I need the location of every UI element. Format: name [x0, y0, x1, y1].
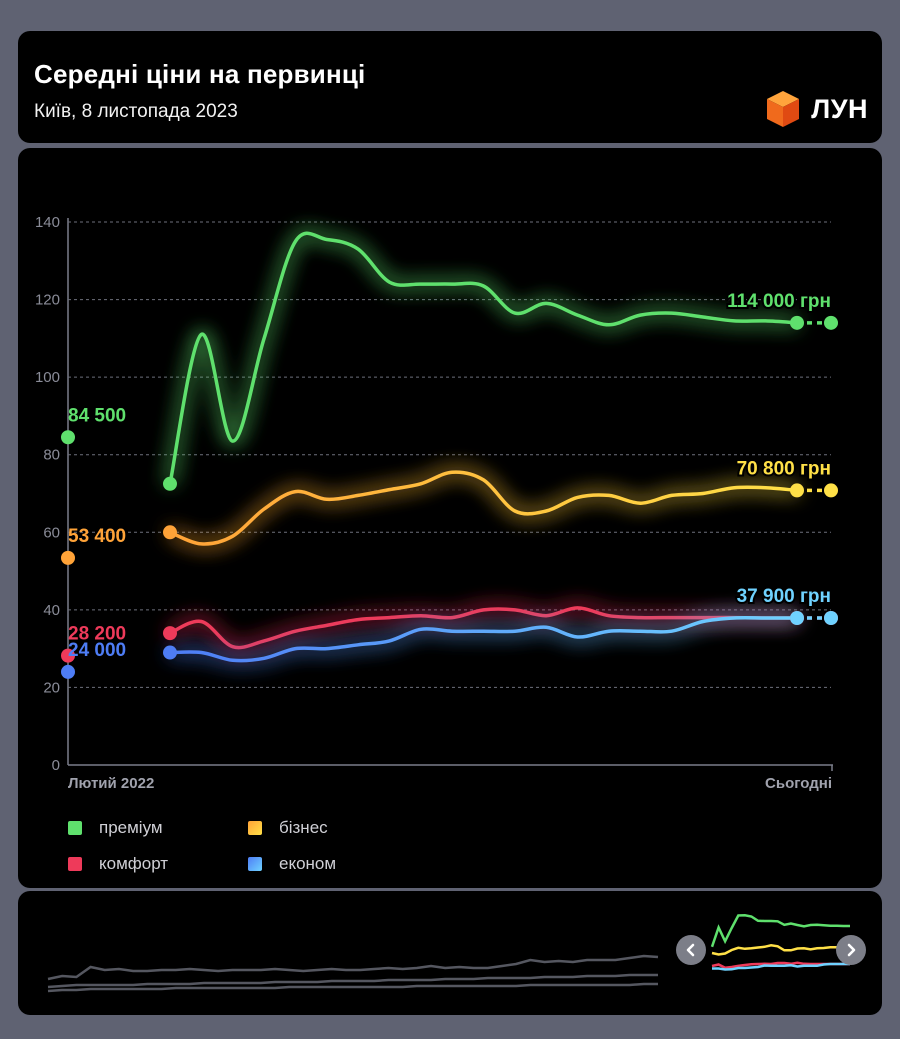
start-point-comfort[interactable]	[61, 648, 75, 663]
y-tick-label: 20	[43, 679, 60, 696]
end-point-econom[interactable]	[824, 611, 838, 626]
current-point-econom[interactable]	[790, 611, 804, 626]
navigator-history-line	[47, 973, 658, 989]
x-end-label: Сьогодні	[765, 775, 832, 792]
y-tick-label: 140	[35, 214, 60, 231]
navigator-history-line	[47, 954, 659, 981]
legend-swatch	[248, 857, 262, 871]
current-point-premium[interactable]	[790, 315, 804, 330]
navigator-line-premium	[710, 914, 850, 948]
legend-swatch	[248, 821, 262, 835]
end-point-business[interactable]	[824, 483, 838, 498]
end-value-label-econom: 37 900 грн	[737, 586, 831, 607]
navigator-line-econom	[712, 962, 850, 971]
navigator-line-business	[711, 944, 850, 956]
chevron-left-icon	[686, 943, 695, 957]
legend-label: економ	[279, 854, 337, 873]
start-point-premium[interactable]	[61, 430, 75, 445]
series-start-point-premium[interactable]	[163, 476, 177, 491]
y-tick-label: 80	[43, 447, 60, 464]
series-start-point-econom[interactable]	[163, 645, 177, 660]
x-start-label: Лютий 2022	[68, 775, 154, 792]
page-title: Середні ціни на первинці	[34, 59, 366, 89]
legend-label: преміум	[99, 818, 163, 837]
start-value-label-econom: 24 000	[68, 640, 126, 661]
chart-navigator[interactable]	[18, 891, 882, 1015]
scroll-left-button[interactable]	[676, 935, 706, 965]
y-tick-label: 120	[35, 292, 60, 309]
legend-item-econom[interactable]: економ	[248, 854, 336, 874]
start-value-label-comfort: 28 200	[68, 624, 126, 645]
page-subtitle: Київ, 8 листопада 2023	[34, 101, 238, 122]
start-value-label-business: 53 400	[68, 526, 126, 547]
series-line-comfort	[168, 606, 799, 650]
legend-swatch	[68, 857, 82, 871]
y-tick-label: 100	[35, 369, 60, 386]
current-point-business[interactable]	[790, 483, 804, 498]
legend-item-comfort[interactable]: комфорт	[68, 854, 168, 874]
start-point-econom[interactable]	[61, 664, 75, 679]
series-line-premium	[168, 231, 799, 486]
legend-swatch	[68, 821, 82, 835]
legend-label: бізнес	[279, 818, 328, 837]
y-tick-label: 0	[52, 757, 60, 774]
header-panel: Середні ціни на первинці Київ, 8 листопа…	[18, 31, 882, 143]
end-value-label-business: 70 800 грн	[737, 458, 831, 479]
navigator-minimap[interactable]	[18, 891, 882, 1015]
series-start-point-comfort[interactable]	[163, 626, 177, 641]
chevron-right-icon	[847, 943, 856, 957]
series-start-point-business[interactable]	[163, 525, 177, 540]
chart-panel: 0 20 40 60 80 100 120 140 Лютий 2022 Сьогодні 84 …	[18, 148, 882, 888]
legend-item-business[interactable]: бізнес	[248, 818, 328, 838]
end-point-premium[interactable]	[824, 315, 838, 330]
line-chart: 0 20 40 60 80 100 120 140 Лютий 2022 Сьогодні 84 …	[35, 214, 838, 792]
legend-label: комфорт	[99, 854, 169, 873]
y-tick-label: 60	[43, 524, 60, 541]
scroll-right-button[interactable]	[836, 935, 866, 965]
end-value-label-premium: 114 000 грн	[727, 291, 831, 312]
series-line-business	[168, 470, 799, 546]
start-value-label-premium: 84 500	[68, 405, 126, 426]
series-line-econom	[168, 615, 799, 663]
brand-logo[interactable]: ЛУН	[765, 90, 868, 128]
navigator-history-line	[47, 982, 658, 993]
orange-cube-icon	[767, 91, 800, 127]
start-point-business[interactable]	[61, 550, 75, 565]
legend-item-premium[interactable]: преміум	[68, 818, 163, 838]
y-tick-label: 40	[43, 602, 60, 619]
brand-name: ЛУН	[811, 93, 868, 124]
